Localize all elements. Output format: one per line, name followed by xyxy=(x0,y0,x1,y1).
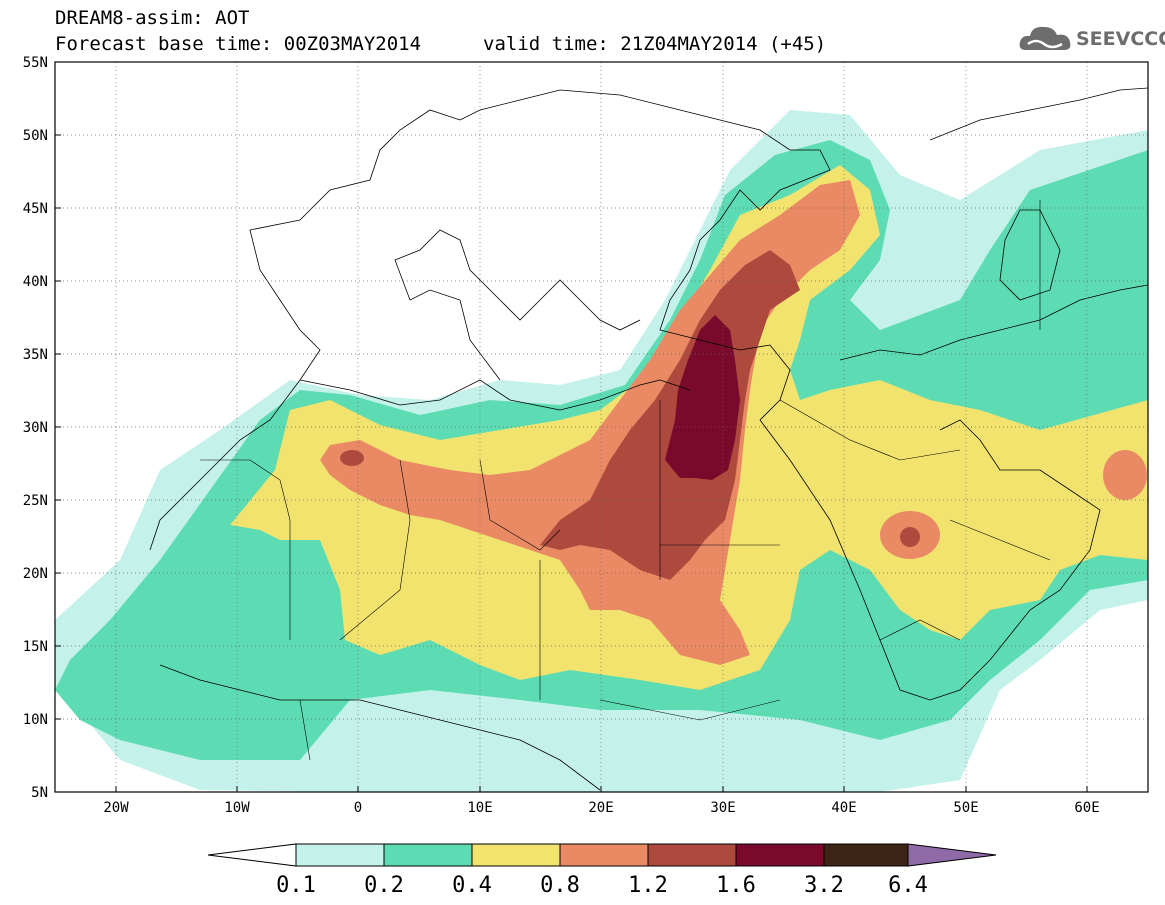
cloud-icon xyxy=(1019,26,1071,50)
lat-label-25n: 25N xyxy=(23,493,48,509)
aot-hotspot-arabia-core xyxy=(900,527,920,547)
colorbar-arrow-high xyxy=(907,843,997,867)
colorbar-label-1.2: 1.2 xyxy=(628,873,668,898)
lon-label-20w: 20W xyxy=(103,800,129,816)
colorbar-label-0.4: 0.4 xyxy=(452,873,492,898)
aot-hotspot-iran xyxy=(1103,450,1147,500)
lat-label-10n: 10N xyxy=(23,712,48,728)
colorbar-bin-0.2 xyxy=(383,843,473,867)
colorbar-arrow-low xyxy=(207,843,297,867)
lat-label-20n: 20N xyxy=(23,566,48,582)
lon-label-40e: 40E xyxy=(831,800,856,816)
colorbar xyxy=(207,843,997,867)
colorbar-bin-1.2 xyxy=(647,843,737,867)
forecast-base-time: Forecast base time: 00Z03MAY2014 xyxy=(55,33,422,55)
aot-field xyxy=(55,87,1148,792)
colorbar-bin-1.6 xyxy=(735,843,825,867)
colorbar-label-0.2: 0.2 xyxy=(364,873,404,898)
lat-label-40n: 40N xyxy=(23,274,48,290)
lon-label-10w: 10W xyxy=(224,800,250,816)
logo-text: SEEVCCC xyxy=(1076,28,1165,50)
lat-label-15n: 15N xyxy=(23,639,48,655)
lon-label-50e: 50E xyxy=(953,800,978,816)
valid-time: valid time: 21Z04MAY2014 (+45) xyxy=(483,33,827,55)
seevccc-logo: SEEVCCC xyxy=(1018,22,1165,56)
lat-label-45n: 45N xyxy=(23,201,48,217)
lat-label-35n: 35N xyxy=(23,347,48,363)
colorbar-label-1.6: 1.6 xyxy=(716,873,756,898)
colorbar-label-0.8: 0.8 xyxy=(540,873,580,898)
lon-label-20e: 20E xyxy=(588,800,613,816)
lon-label-30e: 30E xyxy=(710,800,735,816)
colorbar-bin-0.8 xyxy=(559,843,649,867)
colorbar-label-6.4: 6.4 xyxy=(888,873,928,898)
colorbar-bin-0.1 xyxy=(295,843,385,867)
colorbar-label-3.2: 3.2 xyxy=(804,873,844,898)
chart-title: DREAM8-assim: AOT xyxy=(55,7,250,29)
lon-label-60e: 60E xyxy=(1074,800,1099,816)
lat-label-50n: 50N xyxy=(23,128,48,144)
graticule xyxy=(55,62,1148,792)
aot-hotspot-sahara xyxy=(340,450,364,466)
lon-label-10e: 10E xyxy=(467,800,492,816)
coastlines xyxy=(149,87,1148,791)
borders xyxy=(200,200,1051,761)
colorbar-bin-0.4 xyxy=(471,843,561,867)
lat-label-30n: 30N xyxy=(23,420,48,436)
aot-contour-1.6 xyxy=(665,315,740,480)
lat-label-5n: 5N xyxy=(31,785,48,801)
lon-label-0: 0 xyxy=(354,800,362,816)
colorbar-bin-3.2 xyxy=(823,843,909,867)
colorbar-label-0.1: 0.1 xyxy=(276,873,316,898)
axis-ticks xyxy=(55,134,1088,792)
lat-label-55n: 55N xyxy=(23,55,48,71)
aot-contour-1.2 xyxy=(540,250,800,580)
